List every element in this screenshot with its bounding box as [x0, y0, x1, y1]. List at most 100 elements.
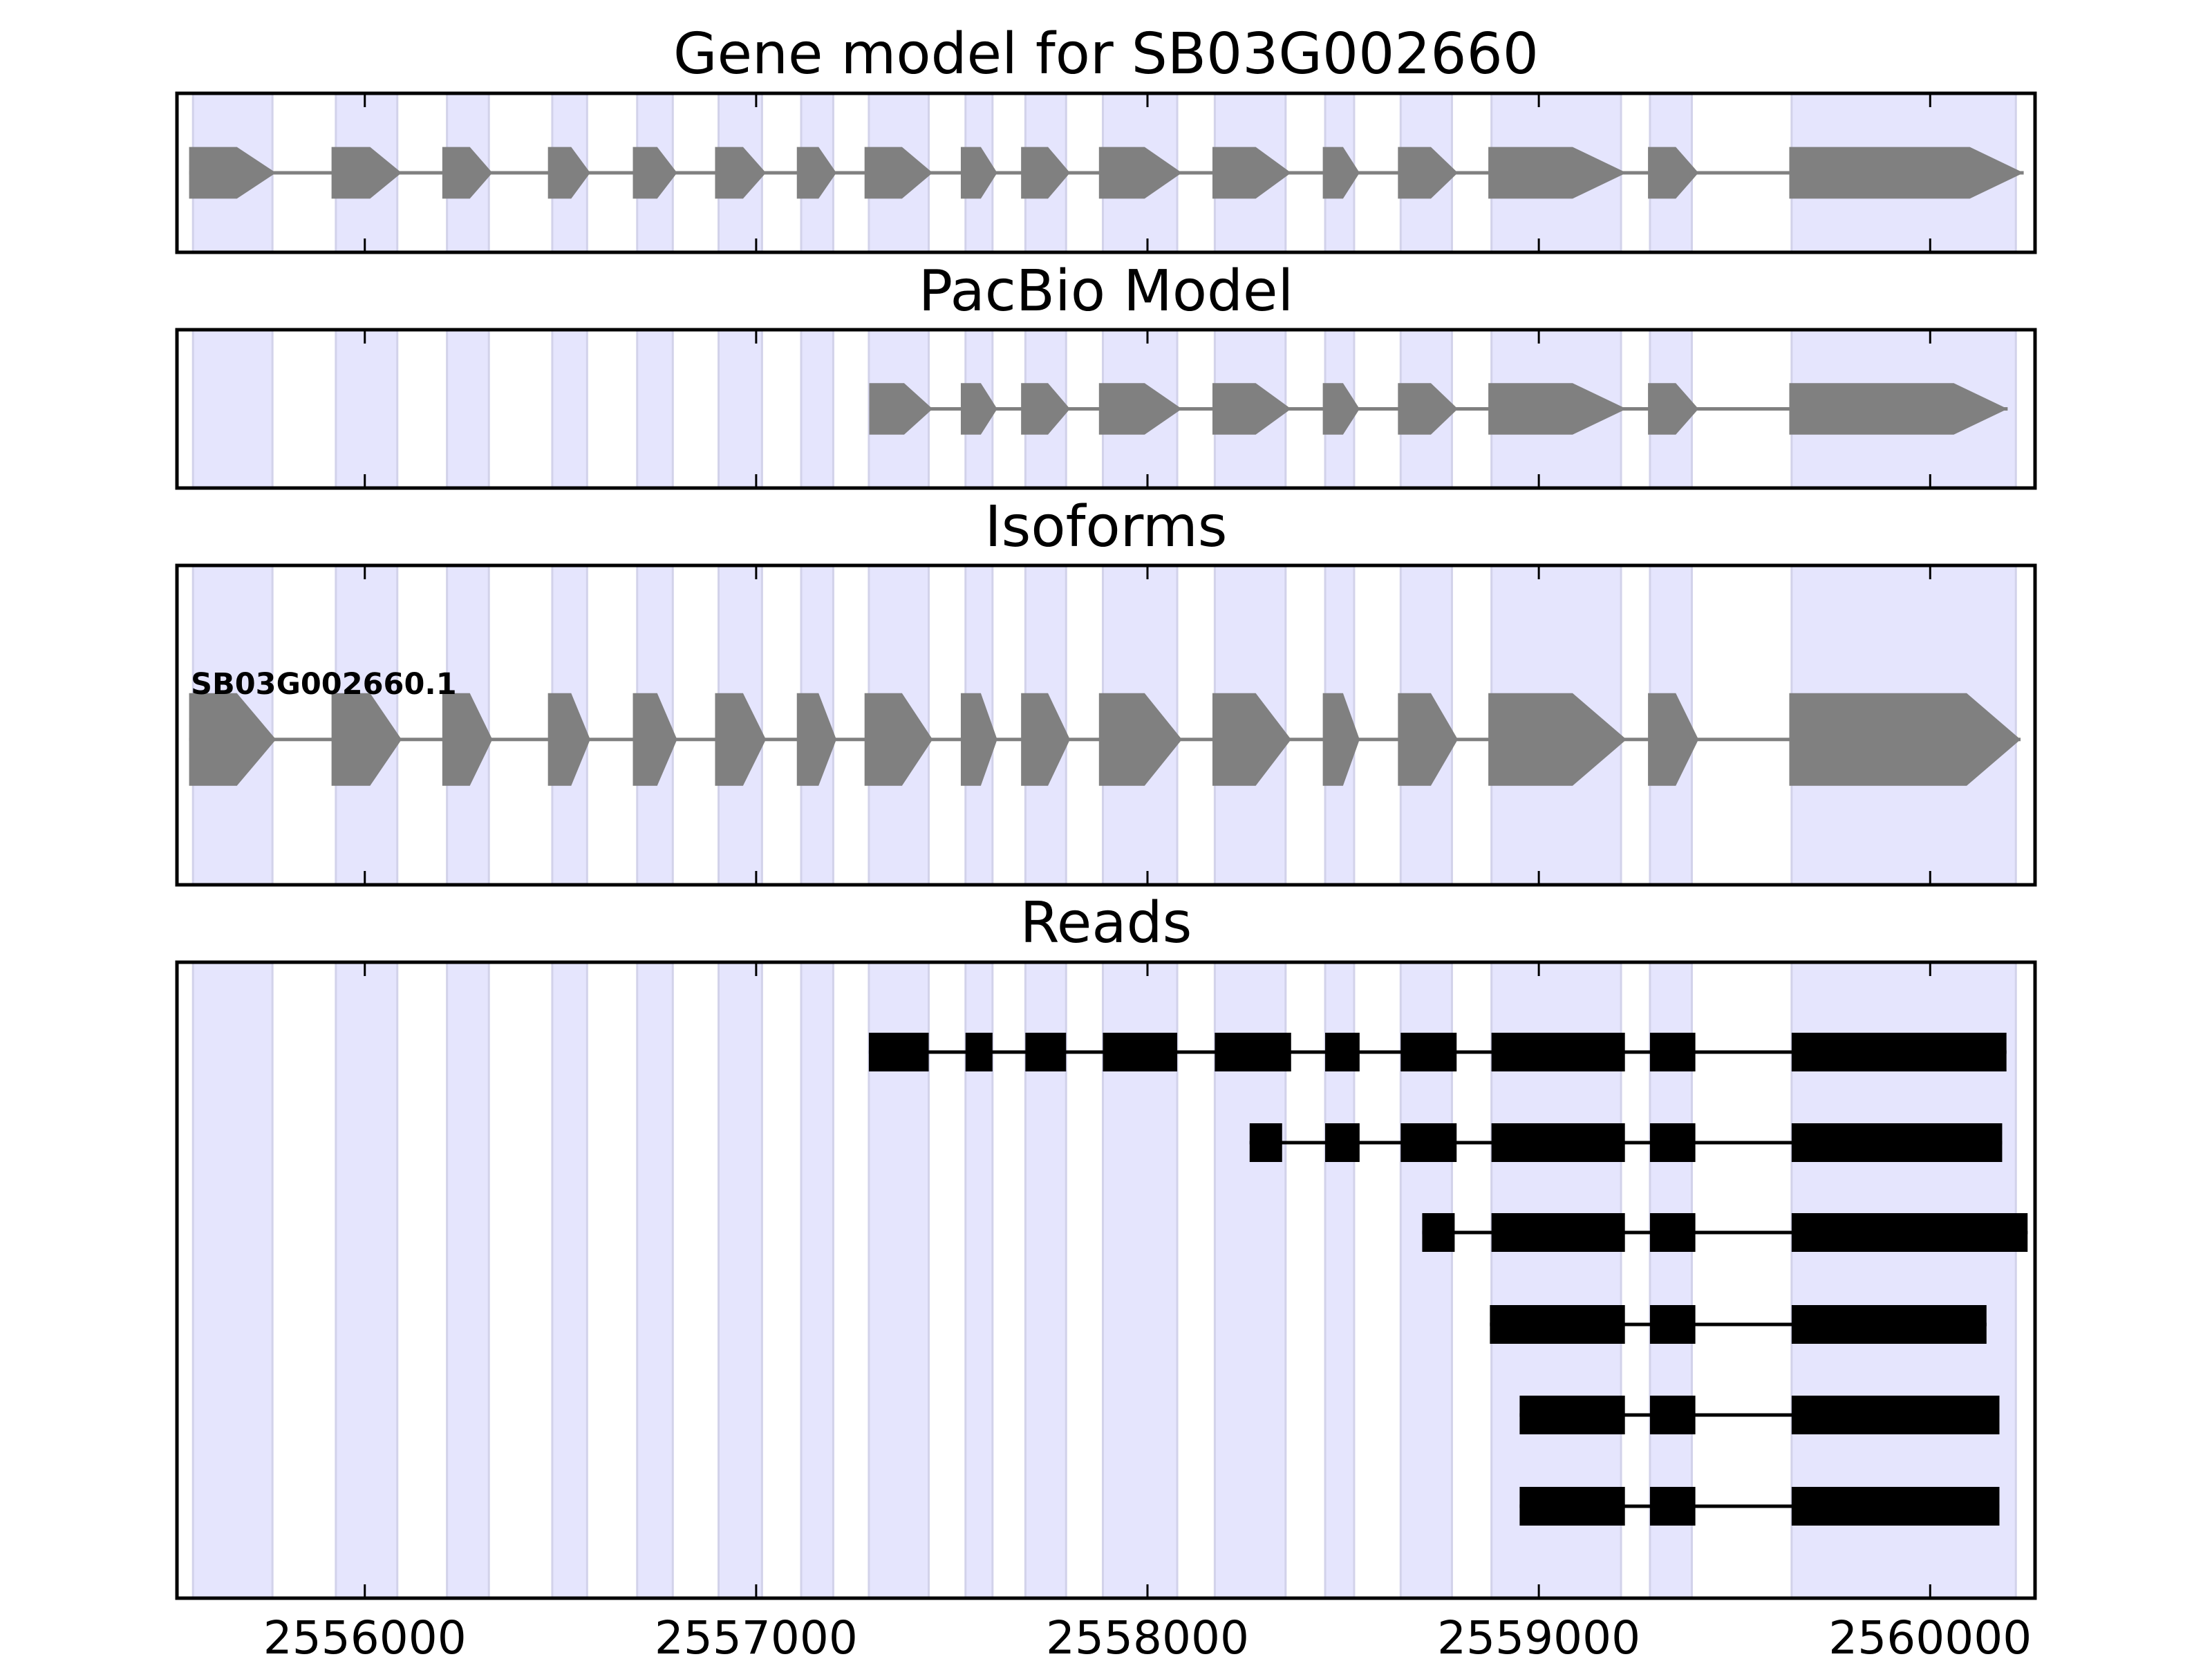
- exon-arrow: [1212, 383, 1291, 435]
- read-block: [1249, 1123, 1282, 1162]
- exon-band: [446, 961, 490, 1600]
- panel-title-pacbio: PacBio Model: [919, 259, 1294, 324]
- read-block: [965, 1033, 993, 1071]
- exon-band: [335, 328, 399, 489]
- read-block: [1649, 1123, 1696, 1162]
- exon-arrow: [189, 147, 276, 199]
- exon-arrow: [796, 693, 836, 786]
- read-block: [1791, 1487, 2000, 1526]
- read-block: [1791, 1033, 2007, 1071]
- exon-band: [800, 961, 834, 1600]
- x-tick-label: 2558000: [1046, 1611, 1249, 1659]
- exon-arrow: [1322, 383, 1360, 435]
- panel-title-isoforms: Isoforms: [985, 494, 1228, 560]
- exon-arrow: [1488, 147, 1627, 199]
- exon-arrow: [960, 383, 997, 435]
- exon-arrow: [1212, 147, 1291, 199]
- exon-band: [335, 961, 399, 1600]
- exon-arrow: [1648, 147, 1699, 199]
- exon-arrow: [1789, 693, 2021, 786]
- exon-arrow: [864, 693, 933, 786]
- read-block: [1400, 1033, 1457, 1071]
- read-block: [1791, 1396, 2000, 1434]
- read-block: [1519, 1396, 1625, 1434]
- read-block: [1791, 1305, 1987, 1344]
- exon-arrow: [1021, 147, 1070, 199]
- axes-frame: [175, 328, 2037, 490]
- read-block: [1325, 1123, 1360, 1162]
- exon-arrow: [1789, 383, 2008, 435]
- exon-arrow: [960, 147, 997, 199]
- panel-title-reads: Reads: [1020, 890, 1192, 956]
- read-block: [1400, 1123, 1457, 1162]
- exon-arrow: [1398, 693, 1458, 786]
- exon-arrow: [1098, 693, 1182, 786]
- exon-arrow: [1789, 147, 2024, 199]
- exon-arrow: [1322, 147, 1360, 199]
- panel-reads-3: [175, 960, 2037, 1600]
- panel-model-0: [175, 91, 2037, 254]
- exon-arrow: [1212, 693, 1291, 786]
- read-block: [1491, 1213, 1625, 1252]
- exon-arrow: [715, 693, 767, 786]
- exon-band: [551, 961, 588, 1600]
- exon-arrow: [547, 147, 590, 199]
- read-3: [1490, 1305, 1987, 1344]
- read-block: [1422, 1213, 1455, 1252]
- x-tick-label: 2560000: [1828, 1611, 2032, 1659]
- exon-arrow: [960, 693, 997, 786]
- exon-band: [718, 961, 763, 1600]
- read-block: [1649, 1487, 1696, 1526]
- exon-band: [800, 328, 834, 489]
- exon-arrow: [632, 693, 677, 786]
- exon-arrow: [1322, 693, 1360, 786]
- panel-model-1: [175, 328, 2037, 490]
- read-1: [1249, 1123, 2003, 1162]
- read-block: [1215, 1033, 1291, 1071]
- exon-arrow: [331, 693, 402, 786]
- exon-band: [191, 961, 274, 1600]
- panel-isoform-2: [175, 563, 2037, 887]
- exon-band: [636, 328, 674, 489]
- exon-arrow: [1488, 693, 1627, 786]
- read-block: [868, 1033, 929, 1071]
- exon-arrow: [796, 147, 836, 199]
- read-block: [1491, 1033, 1625, 1071]
- exon-band: [191, 328, 274, 489]
- read-5: [1519, 1487, 2000, 1526]
- read-4: [1519, 1396, 2000, 1434]
- exon-arrow: [1648, 383, 1699, 435]
- panel-title-gene-model: Gene model for SB03G002660: [673, 21, 1539, 87]
- read-block: [1519, 1487, 1625, 1526]
- exon-arrow: [715, 147, 767, 199]
- axes-frame: [175, 563, 2037, 887]
- read-block: [1103, 1033, 1178, 1071]
- exon-band: [551, 328, 588, 489]
- x-tick-label: 2556000: [263, 1611, 467, 1659]
- exon-arrow: [1098, 147, 1182, 199]
- read-block: [1791, 1123, 2003, 1162]
- exon-arrow: [1098, 383, 1182, 435]
- exon-arrow: [869, 383, 933, 435]
- axes-frame: [175, 91, 2037, 254]
- exon-arrow: [442, 147, 493, 199]
- exon-arrow: [864, 147, 933, 199]
- exon-arrow: [1398, 147, 1458, 199]
- exon-arrow: [632, 147, 677, 199]
- exon-band: [446, 328, 490, 489]
- isoform-label: SB03G002660.1: [191, 667, 457, 702]
- exon-arrow: [442, 693, 493, 786]
- read-block: [1025, 1033, 1067, 1071]
- read-0: [868, 1033, 2007, 1071]
- x-tick-label: 2559000: [1437, 1611, 1640, 1659]
- exon-arrow: [1488, 383, 1627, 435]
- read-block: [1649, 1305, 1696, 1344]
- read-block: [1791, 1213, 2028, 1252]
- exon-arrow: [1648, 693, 1699, 786]
- exon-arrow: [1398, 383, 1458, 435]
- exon-arrow: [1021, 383, 1070, 435]
- read-block: [1649, 1033, 1696, 1071]
- x-tick-label: 2557000: [655, 1611, 858, 1659]
- read-block: [1649, 1213, 1696, 1252]
